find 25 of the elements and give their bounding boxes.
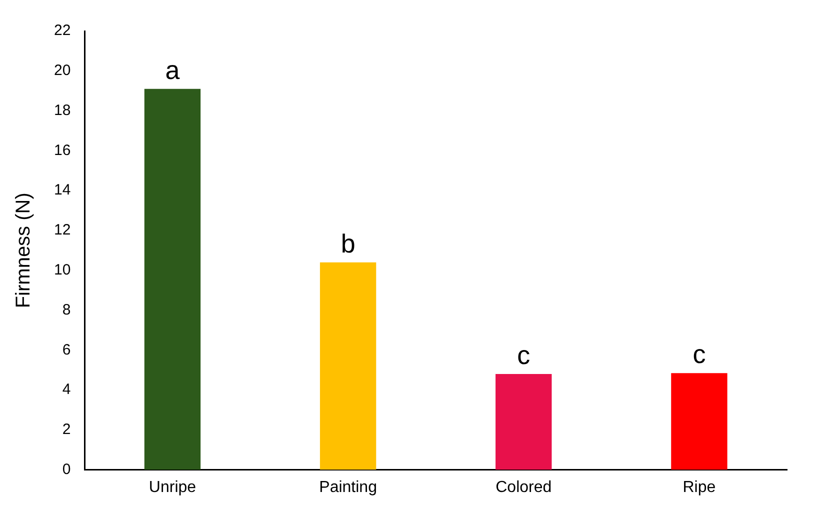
y-tick-label: 10 [54,261,71,278]
bar [671,373,728,470]
y-tick-label: 8 [62,301,71,318]
y-axis-title: Firmness (N) [12,192,35,308]
bar [320,262,376,470]
y-tick-label: 20 [54,62,71,80]
bar [144,88,201,470]
y-tick-label: 4 [62,381,71,398]
y-tick-label: 6 [62,341,71,358]
x-tick-label: Colored [496,478,552,496]
y-tick-label: 14 [54,182,71,199]
y-tick-label: 2 [62,421,71,438]
bar [496,374,552,470]
y-tick-label: 12 [54,222,71,239]
x-tick-label: Ripe [682,478,716,496]
annotation: a [165,55,180,86]
y-tick-label: 0 [62,460,71,478]
annotation: c [692,339,706,370]
annotation: c [517,340,530,370]
y-tick-label: 22 [54,22,71,40]
y-tick-label: 18 [54,102,71,119]
x-tick-label: Unripe [148,478,196,496]
y-tick-label: 16 [54,142,71,159]
x-tick-label: Painting [319,478,377,496]
annotation: b [340,228,356,259]
